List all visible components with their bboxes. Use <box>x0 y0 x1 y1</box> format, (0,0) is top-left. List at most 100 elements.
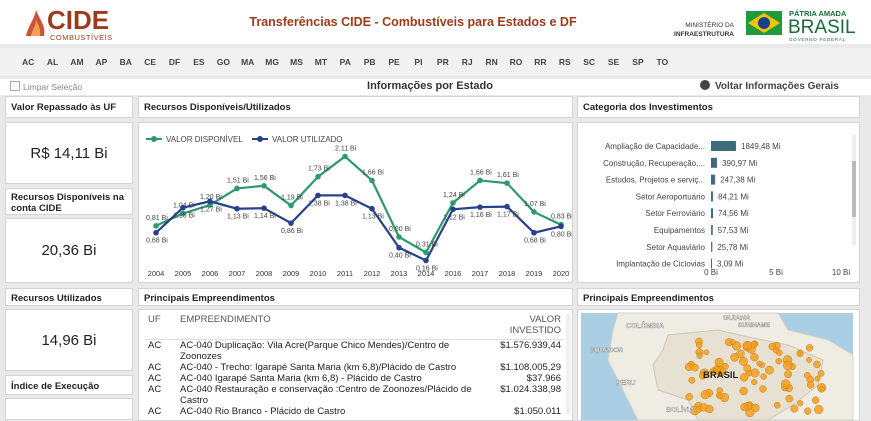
data-point <box>315 193 321 199</box>
table-cell: $1.108.005,29 <box>477 362 564 373</box>
data-point <box>504 204 510 210</box>
legend-marker <box>151 136 157 142</box>
state-filter[interactable]: ES <box>187 57 211 67</box>
legend-marker <box>257 136 263 142</box>
clear-selection[interactable]: Limpar Seleção <box>10 81 82 92</box>
project-dot <box>704 350 709 355</box>
state-filter[interactable]: AL <box>40 57 64 67</box>
state-filter[interactable]: MT <box>309 57 333 67</box>
x-tick-label: 2019 <box>526 269 543 278</box>
back-button[interactable]: Voltar Informações Gerais <box>700 80 839 92</box>
state-filter[interactable]: PB <box>357 57 381 67</box>
state-filter[interactable]: PI <box>406 57 430 67</box>
data-label: 1,73 Bi <box>308 166 330 173</box>
data-label: 0,83 Bi <box>551 214 572 221</box>
state-filter[interactable]: BA <box>114 57 138 67</box>
data-point <box>450 206 456 212</box>
country-label: COLÔMBIA <box>626 321 664 330</box>
x-tick-label: 5 Bi <box>769 268 783 277</box>
state-filter[interactable]: PR <box>431 57 455 67</box>
page-title: Transferências CIDE - Combustíveis para … <box>249 15 577 29</box>
project-dot <box>751 353 759 361</box>
state-filter[interactable]: DF <box>162 57 186 67</box>
panel-title: Principais Empreendimentos <box>138 288 573 306</box>
clear-label: Limpar Seleção <box>23 82 82 92</box>
bar <box>711 141 735 151</box>
state-filter[interactable]: AC <box>16 57 40 67</box>
panel-title: Categoria dos Investimentos <box>577 96 860 118</box>
state-filter[interactable]: TO <box>650 57 674 67</box>
state-filter[interactable]: RS <box>553 57 577 67</box>
project-dot <box>776 350 782 356</box>
kpi-value-panel <box>5 398 133 420</box>
table-cell: $1.024.338,98 <box>477 384 564 406</box>
data-point <box>234 186 240 192</box>
state-filter[interactable]: GO <box>211 57 235 67</box>
state-filter[interactable]: RN <box>479 57 503 67</box>
country-label: BRASIL <box>703 370 739 381</box>
state-filter[interactable]: AP <box>89 57 113 67</box>
state-filter[interactable]: MA <box>236 57 260 67</box>
category-label: Implantação de Ciclovias <box>616 260 705 269</box>
data-point <box>531 209 537 215</box>
data-point <box>315 174 321 180</box>
country-label: GUIANA <box>723 315 751 322</box>
data-point <box>234 206 240 212</box>
state-filter[interactable]: CE <box>138 57 162 67</box>
x-tick-label: 2016 <box>445 269 462 278</box>
data-label: 1,07 Bi <box>524 201 546 208</box>
state-filter[interactable]: AM <box>65 57 89 67</box>
project-dot <box>731 353 739 361</box>
data-label: 1,51 Bi <box>227 177 249 184</box>
logo-text: CIDE <box>47 5 109 35</box>
x-tick-label: 2011 <box>337 269 353 278</box>
project-dot <box>697 353 703 359</box>
state-filter[interactable]: SC <box>577 57 601 67</box>
state-filter[interactable]: MS <box>284 57 308 67</box>
data-label: 0,86 Bi <box>281 228 303 235</box>
project-dot <box>715 358 723 366</box>
value-label: 247,38 Mi <box>720 176 755 185</box>
legend-label: VALOR UTILIZADO <box>272 135 343 144</box>
scrollbar[interactable] <box>566 314 571 414</box>
state-filter[interactable]: RO <box>504 57 528 67</box>
state-filter[interactable]: MG <box>260 57 284 67</box>
state-filter[interactable]: RR <box>528 57 552 67</box>
data-label: 1,66 Bi <box>362 169 384 176</box>
table-cell: AC <box>145 340 177 363</box>
column-header: VALOR INVESTIDO <box>477 310 564 340</box>
data-point <box>153 230 159 236</box>
x-tick-label: 2005 <box>175 269 192 278</box>
project-dot <box>812 397 819 404</box>
project-dot <box>806 344 813 351</box>
project-dot <box>691 364 698 371</box>
flag-circle <box>758 17 770 29</box>
state-filter[interactable]: PA <box>333 57 357 67</box>
data-point <box>180 205 186 211</box>
project-dot <box>781 380 790 389</box>
bar <box>711 208 712 218</box>
x-tick-label: 2018 <box>499 269 516 278</box>
project-dot <box>686 393 693 400</box>
state-filter[interactable]: SE <box>601 57 625 67</box>
kpi-label: Recursos Utilizados <box>5 288 133 306</box>
state-filter[interactable]: RJ <box>455 57 479 67</box>
state-filter[interactable]: PE <box>382 57 406 67</box>
data-label: 0,80 Bi <box>551 231 572 238</box>
header: CIDE COMBUSTÍVEIS Transferências CIDE - … <box>0 0 871 44</box>
data-label: 0,68 Bi <box>146 238 168 245</box>
project-dot <box>743 341 752 350</box>
scrollbar-thumb[interactable] <box>852 161 856 217</box>
data-point <box>369 178 375 184</box>
country-label: SURINAME <box>738 323 770 329</box>
state-filter[interactable]: SP <box>626 57 650 67</box>
table-cell: $37.966 <box>477 373 564 384</box>
data-point <box>477 178 483 184</box>
data-point <box>369 206 375 212</box>
